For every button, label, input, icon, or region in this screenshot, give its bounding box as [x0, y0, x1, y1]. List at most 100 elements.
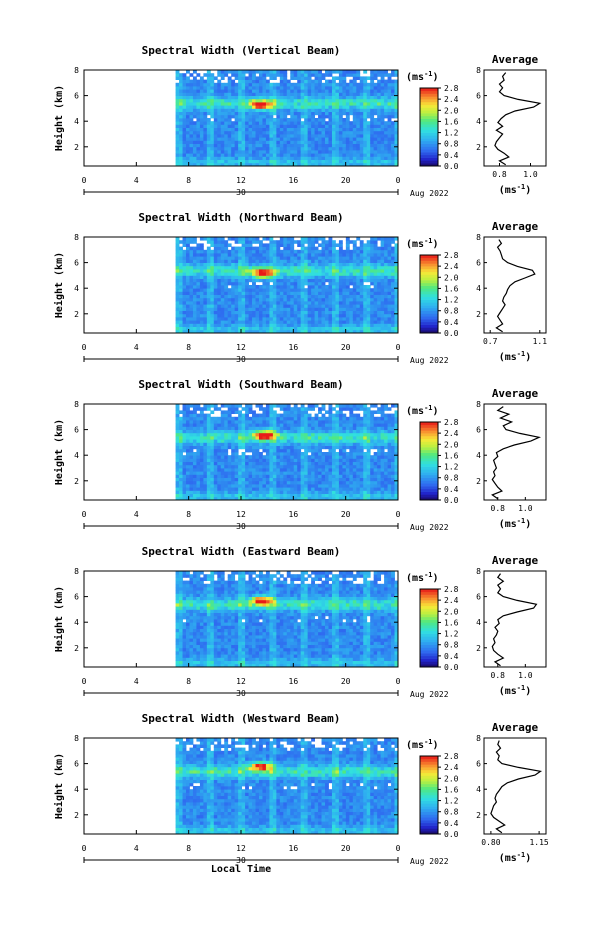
average-frame [483, 403, 547, 501]
average-x-tick-label: 1.0 [523, 170, 538, 179]
y-tick-label: 8 [74, 567, 79, 576]
colorbar-tick-label: 1.6 [444, 284, 459, 293]
x-tick-label: 8 [186, 510, 191, 519]
colorbar: 0.0 0.4 0.8 1.2 1.6 2.0 2.4 2.8 (ms-1) [406, 404, 459, 505]
y-tick-label: 2 [74, 811, 79, 820]
colorbar-tick-label: 2.8 [444, 251, 459, 260]
colorbar-tick-label: 0.8 [444, 474, 459, 483]
y-tick-label: 6 [74, 259, 79, 268]
x-tick-label: 8 [186, 844, 191, 853]
colorbar-tick-label: 0.0 [444, 830, 459, 839]
colorbar-tick-label: 2.0 [444, 273, 459, 282]
colorbar-tick-label: 0.4 [444, 151, 459, 160]
x-tick-label: 16 [289, 343, 299, 352]
x-tick-label: 20 [341, 677, 351, 686]
colorbar-tick-label: 2.8 [444, 752, 459, 761]
average-unit: (ms-1) [499, 851, 532, 864]
x-tick-label: 0 [396, 844, 401, 853]
y-tick-label: 2 [74, 477, 79, 486]
x-tick-label: 12 [236, 677, 246, 686]
y-tick-label: 6 [74, 92, 79, 101]
panel-2: Spectral Width (Southward Beam) 2 4 6 8 Heigh… [53, 378, 547, 532]
average-y-tick-label: 4 [476, 785, 481, 794]
colorbar-tick-label: 0.0 [444, 162, 459, 171]
average-title: Average [492, 554, 539, 567]
x-axis-label: Local Time [211, 863, 271, 875]
colorbar-tick-label: 2.4 [444, 429, 459, 438]
average-unit: (ms-1) [499, 517, 532, 530]
colorbar-tick-label: 1.6 [444, 785, 459, 794]
x-tick-label: 4 [134, 510, 139, 519]
average-frame [483, 570, 547, 668]
average-x-tick-label: 0.80 [481, 838, 500, 847]
average-line [495, 239, 536, 333]
average-y-tick-label: 2 [476, 310, 481, 319]
date-month: Aug 2022 [410, 690, 449, 699]
x-tick-label: 16 [289, 677, 299, 686]
average-title: Average [492, 220, 539, 233]
x-tick-label: 16 [289, 844, 299, 853]
y-axis-label: Height (km) [53, 252, 65, 318]
average-frame [483, 737, 547, 835]
average-title: Average [492, 53, 539, 66]
y-tick-label: 4 [74, 451, 79, 460]
colorbar-tick-label: 0.0 [444, 329, 459, 338]
heatmap [175, 738, 399, 835]
date-day: 30 [236, 689, 246, 698]
colorbar-tick-label: 1.2 [444, 463, 459, 472]
date-month: Aug 2022 [410, 523, 449, 532]
x-tick-label: 4 [134, 343, 139, 352]
colorbar-frame [419, 87, 439, 167]
y-tick-label: 8 [74, 400, 79, 409]
colorbar-tick-label: 2.4 [444, 262, 459, 271]
colorbar-tick-label: 1.6 [444, 451, 459, 460]
panel-3: Spectral Width (Eastward Beam) 2 4 6 8 Height… [53, 545, 547, 699]
colorbar-tick-label: 2.0 [444, 774, 459, 783]
y-tick-label: 8 [74, 66, 79, 75]
average-y-tick-label: 2 [476, 644, 481, 653]
chart-title: Spectral Width (Northward Beam) [138, 211, 343, 224]
average-y-tick-label: 8 [476, 400, 481, 409]
colorbar-tick-label: 0.4 [444, 652, 459, 661]
colorbar: 0.0 0.4 0.8 1.2 1.6 2.0 2.4 2.8 (ms-1) [406, 571, 459, 672]
x-tick-label: 0 [396, 510, 401, 519]
x-tick-label: 0 [396, 176, 401, 185]
average-profile: Average 2 4 6 8 0.7 1.1(ms-1) [476, 220, 547, 363]
x-tick-label: 8 [186, 176, 191, 185]
colorbar-tick-label: 2.8 [444, 418, 459, 427]
colorbar-frame [419, 588, 439, 668]
chart-title: Spectral Width (Westward Beam) [142, 712, 341, 725]
date-month: Aug 2022 [410, 189, 449, 198]
x-tick-label: 0 [396, 343, 401, 352]
colorbar-tick-label: 0.0 [444, 663, 459, 672]
average-profile: Average 2 4 6 8 0.8 1.0 (ms-1) [476, 53, 547, 196]
date-day: 30 [236, 355, 246, 364]
x-tick-label: 12 [236, 510, 246, 519]
x-tick-label: 0 [396, 677, 401, 686]
average-y-tick-label: 6 [476, 92, 481, 101]
y-axis-label: Height (km) [53, 753, 65, 819]
average-x-tick-label: 0.8 [491, 671, 506, 680]
colorbar-tick-label: 0.4 [444, 485, 459, 494]
average-y-tick-label: 4 [476, 451, 481, 460]
date-month: Aug 2022 [410, 857, 449, 866]
heatmap [175, 404, 399, 501]
average-title: Average [492, 721, 539, 734]
average-line [494, 72, 542, 166]
colorbar-tick-label: 2.0 [444, 607, 459, 616]
average-y-tick-label: 2 [476, 477, 481, 486]
x-tick-label: 8 [186, 343, 191, 352]
average-frame [483, 236, 547, 334]
colorbar: 0.0 0.4 0.8 1.2 1.6 2.0 2.4 2.8 (ms-1) [406, 70, 459, 171]
x-tick-label: 0 [82, 510, 87, 519]
colorbar-tick-label: 0.8 [444, 641, 459, 650]
x-tick-label: 4 [134, 844, 139, 853]
average-line [490, 740, 543, 834]
x-tick-label: 20 [341, 176, 351, 185]
colorbar-frame [419, 421, 439, 501]
colorbar-unit: (ms-1) [406, 571, 439, 584]
colorbar: 0.0 0.4 0.8 1.2 1.6 2.0 2.4 2.8 (ms-1) [406, 738, 459, 839]
x-tick-label: 12 [236, 343, 246, 352]
average-unit: (ms-1) [499, 350, 532, 363]
